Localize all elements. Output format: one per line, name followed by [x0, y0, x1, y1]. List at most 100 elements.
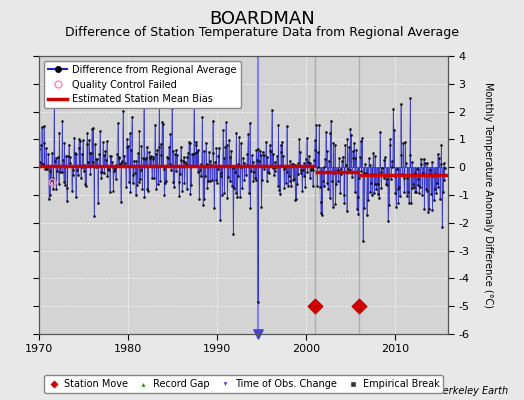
Point [96, 127, 104, 134]
Point [54, 180, 63, 187]
Point [256, 148, 264, 154]
Point [215, 145, 223, 152]
Point [343, 136, 352, 142]
Point [57, 169, 66, 176]
Point [318, 212, 326, 218]
Point [126, 189, 135, 195]
Point [209, 118, 217, 124]
Point [257, 152, 265, 158]
Point [432, 190, 440, 196]
Point [183, 154, 192, 161]
Point [292, 196, 300, 202]
Point [157, 152, 166, 158]
Point [74, 144, 83, 151]
Point [83, 129, 92, 136]
Point [291, 196, 300, 203]
Point [178, 188, 187, 194]
Point [297, 170, 305, 176]
Point [64, 153, 72, 159]
Point [227, 183, 236, 189]
Point [326, 130, 334, 136]
Point [115, 154, 124, 160]
Point [319, 178, 327, 185]
Point [254, 331, 262, 337]
Point [359, 204, 368, 211]
Point [82, 182, 90, 189]
Point [333, 167, 342, 173]
Point [295, 136, 303, 142]
Point [397, 101, 405, 107]
Point [220, 155, 228, 161]
Point [48, 179, 57, 186]
Point [352, 147, 361, 153]
Point [123, 144, 132, 150]
Point [351, 189, 359, 195]
Point [438, 224, 446, 230]
Point [213, 180, 221, 186]
Point [73, 167, 81, 173]
Point [177, 157, 185, 164]
Point [107, 153, 115, 160]
Point [241, 163, 249, 169]
Point [161, 179, 169, 186]
Point [37, 124, 46, 130]
Point [424, 209, 432, 216]
Point [274, 182, 282, 189]
Legend: Station Move, Record Gap, Time of Obs. Change, Empirical Break: Station Move, Record Gap, Time of Obs. C… [44, 375, 443, 393]
Point [279, 166, 288, 172]
Point [167, 166, 176, 173]
Point [401, 160, 410, 166]
Point [125, 178, 133, 185]
Point [141, 156, 149, 162]
Point [366, 189, 375, 195]
Point [355, 303, 363, 309]
Point [247, 168, 255, 174]
Point [322, 148, 331, 154]
Point [308, 165, 316, 171]
Point [225, 178, 234, 185]
Point [312, 122, 320, 128]
Point [39, 161, 47, 167]
Point [205, 148, 213, 155]
Point [147, 153, 155, 160]
Point [145, 149, 153, 156]
Point [143, 144, 151, 150]
Point [404, 189, 412, 196]
Point [76, 138, 84, 144]
Point [364, 196, 372, 203]
Point [130, 158, 138, 164]
Point [261, 162, 269, 169]
Point [381, 181, 390, 187]
Point [302, 156, 310, 162]
Point [68, 188, 76, 194]
Point [224, 174, 232, 180]
Point [349, 155, 357, 162]
Point [56, 169, 64, 176]
Point [272, 163, 280, 170]
Point [92, 164, 101, 171]
Point [194, 146, 203, 153]
Point [279, 152, 287, 159]
Point [440, 160, 448, 167]
Point [311, 137, 319, 143]
Point [285, 173, 293, 179]
Point [188, 151, 196, 158]
Point [304, 152, 313, 159]
Point [223, 142, 231, 148]
Point [51, 155, 60, 161]
Point [409, 181, 418, 188]
Point [40, 140, 49, 146]
Point [363, 212, 371, 219]
Point [226, 154, 235, 161]
Point [212, 145, 221, 152]
Point [189, 151, 198, 158]
Point [223, 195, 232, 202]
Point [431, 186, 439, 192]
Point [361, 161, 369, 168]
Point [258, 176, 266, 183]
Point [97, 175, 106, 182]
Point [61, 182, 69, 188]
Point [388, 158, 396, 164]
Point [168, 148, 177, 154]
Point [82, 141, 91, 147]
